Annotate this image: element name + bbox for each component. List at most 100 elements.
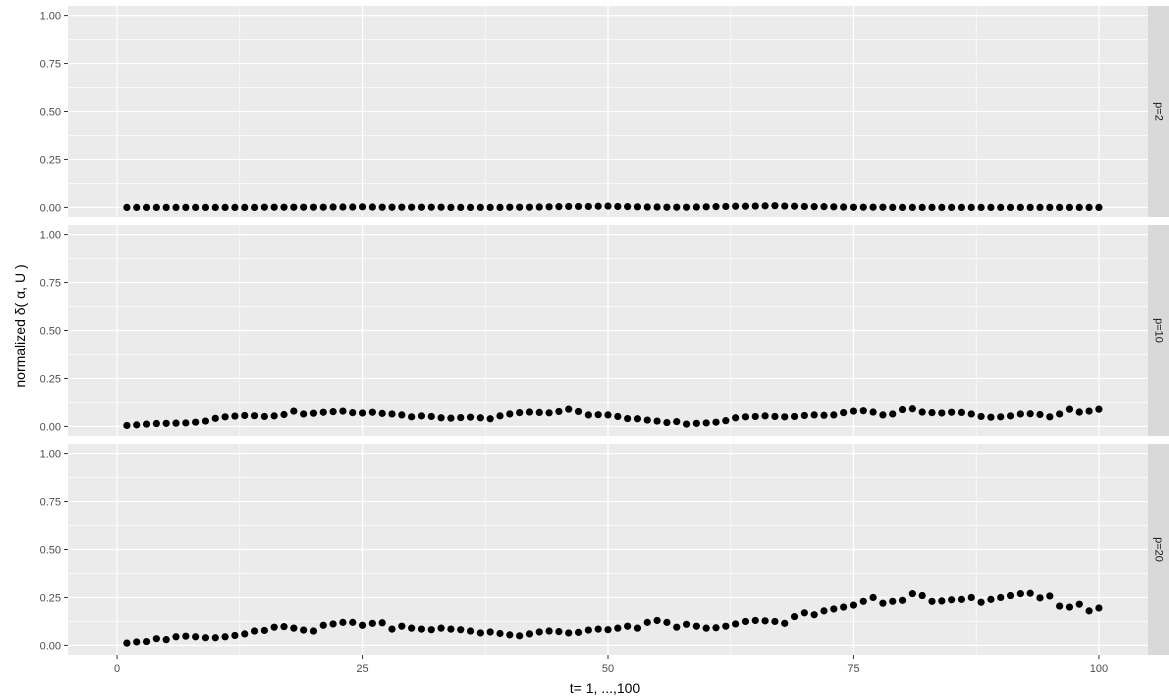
data-point bbox=[633, 203, 642, 211]
data-point bbox=[977, 412, 985, 421]
data-point bbox=[250, 203, 259, 212]
data-point bbox=[790, 412, 799, 421]
data-point bbox=[457, 203, 465, 212]
data-point bbox=[682, 420, 691, 428]
data-point bbox=[692, 419, 700, 427]
data-point bbox=[231, 412, 239, 420]
data-point bbox=[957, 595, 966, 603]
data-point bbox=[368, 203, 376, 211]
data-point bbox=[879, 411, 887, 419]
x-axis: 0 25 50 75 100 bbox=[114, 655, 1108, 675]
data-point bbox=[1046, 203, 1054, 212]
data-point bbox=[427, 203, 435, 211]
data-point bbox=[594, 202, 602, 210]
y-tick-label: 0.50 bbox=[40, 107, 61, 119]
data-point bbox=[771, 202, 779, 210]
y-tick-label: 0.00 bbox=[40, 421, 61, 433]
data-point bbox=[987, 413, 995, 421]
data-point bbox=[869, 593, 877, 602]
data-point bbox=[869, 203, 877, 211]
data-point bbox=[624, 622, 632, 630]
data-point bbox=[417, 203, 426, 211]
data-point bbox=[1065, 405, 1074, 413]
data-point bbox=[1006, 203, 1015, 212]
data-point bbox=[162, 636, 170, 644]
data-point bbox=[614, 412, 622, 421]
y-tick-label: 0.25 bbox=[40, 154, 61, 166]
facet-strip-label: p=20 bbox=[1153, 537, 1165, 562]
data-point bbox=[938, 409, 946, 417]
data-point bbox=[525, 408, 534, 416]
y-tick-label: 1.00 bbox=[40, 11, 61, 23]
data-point bbox=[309, 203, 318, 211]
data-point bbox=[761, 412, 769, 420]
data-point bbox=[231, 631, 239, 640]
data-point bbox=[771, 412, 779, 421]
data-point bbox=[1026, 410, 1034, 418]
y-tick-label: 0.50 bbox=[40, 545, 61, 557]
y-tick-label: 0.25 bbox=[40, 592, 61, 604]
data-point bbox=[967, 203, 975, 212]
data-point bbox=[673, 623, 681, 631]
data-point bbox=[800, 202, 808, 211]
data-point bbox=[211, 414, 219, 422]
data-point bbox=[388, 625, 396, 633]
data-point bbox=[182, 632, 190, 640]
data-point bbox=[398, 203, 406, 211]
data-point bbox=[918, 203, 926, 212]
data-point bbox=[1095, 203, 1103, 212]
data-point bbox=[250, 627, 259, 635]
data-point bbox=[879, 203, 887, 211]
x-tick-label: 0 bbox=[114, 663, 120, 675]
data-point bbox=[781, 202, 789, 210]
data-point bbox=[584, 411, 592, 419]
data-point bbox=[574, 202, 583, 211]
data-point bbox=[270, 412, 278, 420]
data-point bbox=[260, 203, 268, 211]
data-point bbox=[732, 414, 740, 422]
data-point bbox=[192, 633, 200, 641]
data-point bbox=[1006, 412, 1015, 420]
data-point bbox=[535, 628, 543, 636]
data-point bbox=[859, 597, 867, 605]
data-point bbox=[142, 637, 151, 646]
data-point bbox=[1095, 405, 1103, 413]
data-point bbox=[319, 203, 327, 211]
data-point bbox=[378, 203, 386, 211]
data-point bbox=[898, 203, 907, 212]
data-point bbox=[565, 629, 573, 637]
data-point bbox=[830, 411, 838, 419]
data-point bbox=[447, 203, 455, 212]
data-point bbox=[741, 617, 750, 626]
data-point bbox=[840, 408, 848, 417]
data-point bbox=[712, 203, 720, 211]
data-point bbox=[172, 419, 180, 427]
data-point bbox=[152, 203, 160, 212]
data-point bbox=[889, 597, 897, 605]
data-point bbox=[889, 203, 897, 212]
data-point bbox=[977, 598, 985, 606]
data-point bbox=[781, 619, 789, 627]
data-point bbox=[555, 203, 563, 211]
data-point bbox=[133, 638, 141, 646]
data-point bbox=[388, 203, 396, 211]
data-point bbox=[682, 620, 691, 628]
data-point bbox=[378, 619, 386, 627]
data-point bbox=[476, 629, 484, 637]
data-point bbox=[810, 203, 818, 211]
data-point bbox=[751, 202, 759, 210]
data-point bbox=[633, 624, 642, 632]
data-point bbox=[594, 625, 602, 633]
data-point bbox=[1056, 602, 1064, 610]
y-tick-label: 0.75 bbox=[40, 278, 61, 290]
data-point bbox=[1056, 410, 1064, 418]
facet-panels: 0.00 0.25 0.50 0.75 1.00 p=2 0.00 0.25 0.50 0.75 1… bbox=[40, 6, 1169, 655]
data-point bbox=[250, 412, 259, 420]
data-point bbox=[535, 203, 543, 211]
data-point bbox=[908, 590, 916, 598]
data-point bbox=[1085, 203, 1093, 212]
data-point bbox=[820, 411, 828, 419]
data-point bbox=[417, 412, 426, 420]
data-point bbox=[790, 202, 799, 210]
data-point bbox=[378, 409, 386, 417]
